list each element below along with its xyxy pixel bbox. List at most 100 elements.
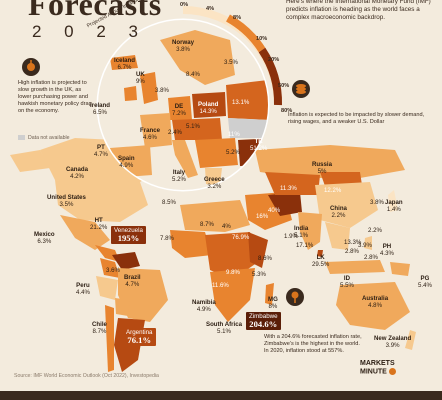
value-label: 2.2% [368,227,382,234]
callout-zimbabwe: Zimbabwe 204.6% [246,312,281,330]
value-label: 8.4% [186,71,200,78]
label-canada: Canada 4.2% [66,166,88,181]
value-label: 11% [228,131,240,138]
region-brazil [118,268,168,322]
page-title: Forecasts [28,0,162,22]
country-value: 4.9% [196,305,211,313]
legend-arc-mid [225,14,266,53]
country-value: 7.2% [172,109,186,117]
inset-balkans [195,138,238,168]
country-name: TR [254,138,263,145]
country-value: 6.7% [117,63,132,71]
region-peru [96,276,118,300]
region-russia [255,145,405,178]
value-label: 9.8% [226,269,240,276]
country-name: Iceland [114,57,135,64]
country-name: Ireland [90,102,110,109]
country-name: MG [268,296,278,303]
label-sri-lanka: LK 29.5% [312,254,330,269]
country-name: PH [382,243,392,250]
value-label: 40% [268,207,281,214]
country-name: India [294,225,309,232]
inset-ireland [124,86,137,101]
callout-name: Argentina [126,329,153,336]
label-new-zealand: New Zealand 3.9% [374,335,411,350]
value-label: 8.6% [258,255,272,262]
label-iceland: Iceland 6.7% [114,57,135,72]
legend-tick: 8% [233,15,242,21]
label-france: France 4.6% [140,127,160,142]
country-name: Chile [92,321,107,328]
value-label: 3.6% [106,267,120,274]
country-name: Brazil [124,274,141,281]
inset-central-europe [172,118,222,140]
inset-germany [168,96,192,120]
coin-drop-icon [22,58,40,76]
region-png [390,262,410,276]
country-value: 21.2% [90,223,108,231]
brand-line-2: MINUTE [360,368,387,376]
country-name: DE [174,103,184,110]
country-value: 9% [136,77,145,85]
country-value: 4.4% [76,288,90,296]
country-value: 3.8% [176,45,190,53]
value-label: 5.2% [226,149,240,156]
legend-tick: 80% [281,108,293,114]
value-label: 5.1% [186,123,200,130]
callout-value: 195% [117,233,140,243]
inset-baltics-east [226,80,268,120]
region-japan [388,190,398,212]
region-mongolia [320,172,362,186]
region-indonesia [325,260,385,274]
country-value: 29.5% [312,260,330,268]
inset-greece [205,168,222,185]
country-value: 6.5% [93,108,107,116]
value-label: 13.3% [344,239,362,246]
legend-tick: 50% [278,83,290,89]
label-madagascar: MG 8% [268,296,278,311]
legend-tick: 10% [256,36,268,42]
intro-text: Here’s where the International Monetary … [286,0,431,21]
brand-line-1: MARKETS [360,360,395,367]
na-swatch [18,135,25,141]
label-haiti: HT 21.2% [90,217,108,232]
country-name: PG [420,275,430,282]
label-indonesia: ID 5.5% [340,275,354,290]
inset-italy [172,140,198,178]
callout-value: 204.6% [249,319,278,329]
country-value: 5.5% [340,281,354,289]
country-name: Italy [172,169,186,176]
legend-tick: 20% [268,57,280,63]
country-name: Peru [76,282,90,289]
value-label: 17.1% [296,242,314,249]
label-china: China 2.2% [330,205,347,220]
region-east-africa [248,232,268,268]
country-name: ID [343,275,350,282]
value-label: 1.9% [284,233,298,240]
country-name: Spain [118,155,135,162]
na-label: Data not available [28,135,70,141]
bottom-strip [0,391,442,400]
country-name: Japan [385,199,403,206]
uk-note: High inflation is projected to slow grow… [18,80,92,114]
region-chile [105,305,114,372]
value-label: 4% [222,223,231,230]
value-label: 3.9% [358,242,372,249]
callout-venezuela: Venezuela 195% [111,226,146,244]
region-central-africa [205,232,258,280]
inset-iceland [110,55,138,70]
callout-value: 76.1% [127,335,152,345]
label-ireland: Ireland 6.5% [90,102,110,117]
brand-dot-icon [388,368,396,375]
value-label: 2.8% [364,254,378,261]
country-name: Australia [362,295,389,302]
country-value: 5.4% [418,281,432,289]
label-poland: Poland 14.3% [198,101,218,116]
value-label: 3.8% [370,199,384,206]
legend-tick: 4% [206,6,215,12]
region-venezuela [112,252,140,270]
country-value: 1.4% [386,205,401,213]
country-name: Norway [172,39,195,46]
country-name: South Africa [206,321,242,328]
